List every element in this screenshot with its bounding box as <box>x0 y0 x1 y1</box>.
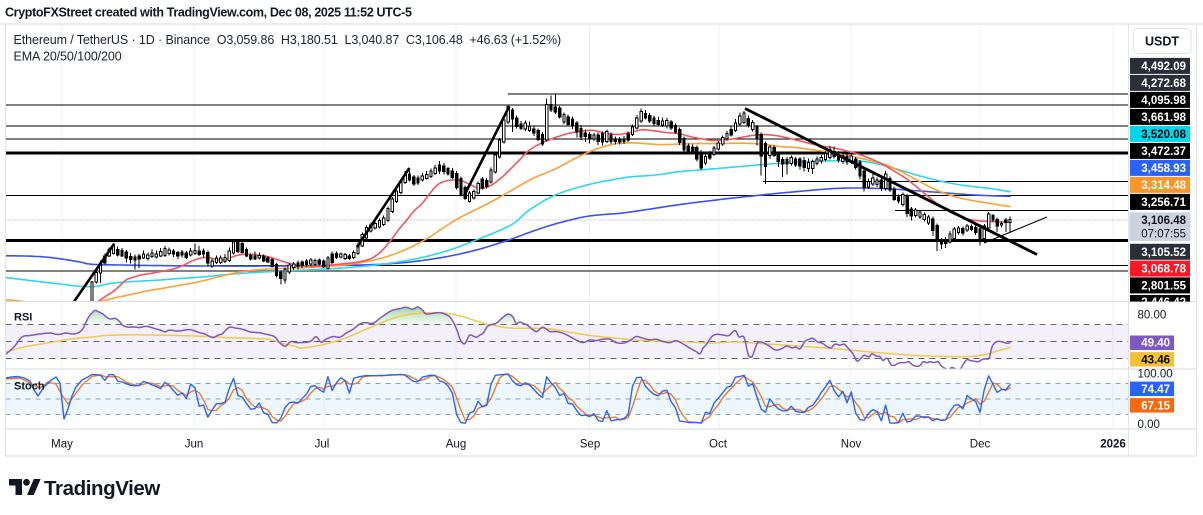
svg-text:3,458.93: 3,458.93 <box>1141 163 1186 175</box>
svg-text:3,105.52: 3,105.52 <box>1141 247 1186 259</box>
svg-text:Nov: Nov <box>841 439 862 451</box>
svg-text:49.40: 49.40 <box>1141 338 1170 350</box>
svg-text:Sep: Sep <box>580 439 600 451</box>
svg-text:Dec: Dec <box>970 439 991 451</box>
svg-text:100.00: 100.00 <box>1138 368 1173 380</box>
svg-text:Oct: Oct <box>709 439 728 451</box>
svg-text:74.47: 74.47 <box>1141 384 1170 396</box>
svg-text:EMA 20/50/100/200: EMA 20/50/100/200 <box>14 50 122 64</box>
svg-text:4,272.68: 4,272.68 <box>1141 78 1186 90</box>
svg-text:May: May <box>51 439 73 451</box>
svg-text:3,472.37: 3,472.37 <box>1141 146 1186 158</box>
svg-text:80.00: 80.00 <box>1138 309 1167 321</box>
svg-text:USDT: USDT <box>1145 35 1179 49</box>
svg-text:2026: 2026 <box>1100 439 1126 451</box>
svg-text:3,256.71: 3,256.71 <box>1141 197 1186 209</box>
svg-text:67.15: 67.15 <box>1141 400 1170 412</box>
svg-text:07:07:55: 07:07:55 <box>1141 229 1186 241</box>
svg-text:RSI: RSI <box>14 312 32 324</box>
svg-text:3,661.98: 3,661.98 <box>1141 112 1186 124</box>
svg-text:Aug: Aug <box>446 439 466 451</box>
svg-text:3,520.08: 3,520.08 <box>1141 129 1186 141</box>
svg-text:3,314.48: 3,314.48 <box>1141 180 1186 192</box>
svg-text:Ethereum / TetherUS · 1D · Bin: Ethereum / TetherUS · 1D · Binance O3,05… <box>14 33 562 47</box>
svg-text:3,068.78: 3,068.78 <box>1141 264 1186 276</box>
svg-text:3,106.48: 3,106.48 <box>1141 215 1186 227</box>
svg-text:Jul: Jul <box>315 439 330 451</box>
svg-text:2,446.42: 2,446.42 <box>1141 297 1186 309</box>
svg-text:43.46: 43.46 <box>1141 354 1170 366</box>
svg-text:Jun: Jun <box>185 439 204 451</box>
svg-text:Stoch: Stoch <box>14 381 45 393</box>
svg-text:2,801.55: 2,801.55 <box>1141 280 1186 292</box>
svg-text:0.00: 0.00 <box>1138 419 1160 431</box>
svg-text:TradingView: TradingView <box>44 477 160 500</box>
svg-text:CryptoFXStreet created with Tr: CryptoFXStreet created with TradingView.… <box>5 6 412 20</box>
svg-text:4,492.09: 4,492.09 <box>1141 61 1186 73</box>
svg-text:4,095.98: 4,095.98 <box>1141 95 1186 107</box>
